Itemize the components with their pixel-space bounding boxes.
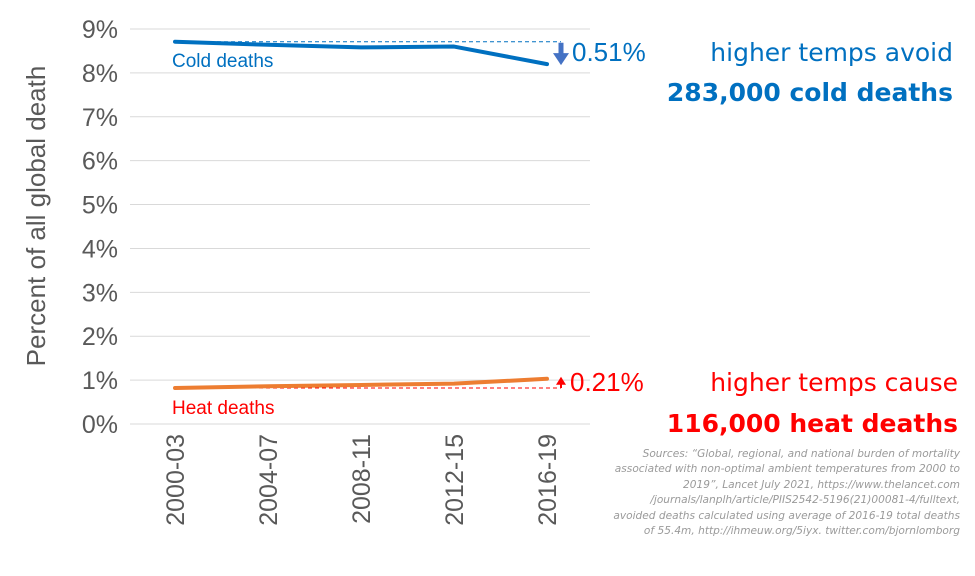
y-tick-label: 8% [82,60,118,88]
y-tick-label: 4% [82,235,118,263]
y-tick-label: 3% [82,279,118,307]
y-axis-ticks: 0% 1% 2% 3% 4% 5% 6% 7% 8% 9% [82,16,118,439]
series-line-cold [173,39,549,67]
series-label-heat: Heat deaths [172,398,274,419]
series-label-cold: Cold deaths [172,51,273,72]
y-tick-label: 9% [82,16,118,44]
sources-line: 2019”, Lancet July 2021, https://www.the… [683,478,960,491]
y-tick-label: 7% [82,104,118,132]
cold-change-arrow-head [553,53,569,66]
heat-change-label: 0.21% [570,367,644,397]
y-tick-label: 5% [82,192,118,220]
series-lines [173,39,549,391]
y-tick-label: 6% [82,148,118,176]
sources-line: Sources: “Global, regional, and national… [642,448,960,460]
sources-line: avoided deaths calculated using average … [613,509,960,522]
y-tick-label: 2% [82,323,118,351]
x-axis-ticks: 2000-03 2004-07 2008-11 2012-15 2016-19 [162,434,562,526]
sources-line: /journals/lanplh/article/PIIS2542-5196(2… [650,494,960,507]
x-tick-label: 2016-19 [534,434,562,526]
sources-note: Sources: “Global, regional, and national… [555,447,960,539]
y-tick-label: 0% [82,411,118,439]
x-tick-label: 2012-15 [441,434,469,526]
x-tick-label: 2008-11 [348,434,376,524]
cold-change-label: 0.51% [572,37,646,67]
sources-line: of 55.4m, http://ihmeuw.org/5iyx. twitte… [643,525,960,538]
heat-change-arrow-head [556,376,566,385]
x-tick-label: 2000-03 [162,434,190,526]
gridlines [130,28,590,425]
heat-callout-line1: higher temps cause [710,368,958,397]
heat-callout-line2: 116,000 heat deaths [667,409,958,438]
cold-callout-line1: higher temps avoid [710,38,953,67]
y-tick-label: 1% [82,367,118,395]
change-arrows [553,42,569,389]
y-axis-label: Percent of all global death [21,66,51,367]
series-line-heat [173,376,549,391]
cold-callout-line2: 283,000 cold deaths [667,78,953,107]
sources-line: associated with non-optimal ambient temp… [614,463,960,476]
x-tick-label: 2004-07 [255,434,283,526]
